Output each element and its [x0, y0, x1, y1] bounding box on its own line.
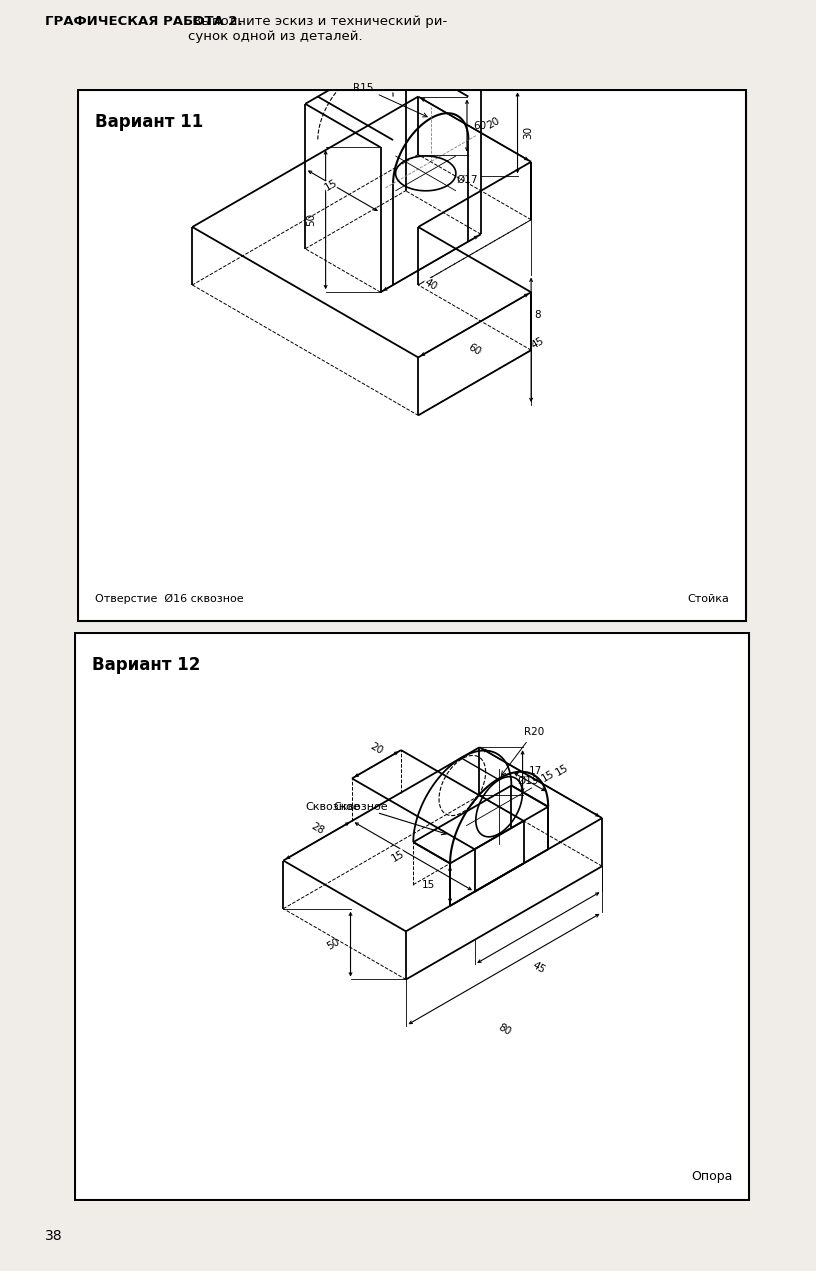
Text: 60: 60 — [473, 121, 486, 131]
Text: Сквозное: Сквозное — [306, 802, 361, 812]
FancyBboxPatch shape — [78, 90, 746, 622]
Text: 50: 50 — [325, 937, 341, 952]
Text: 8: 8 — [534, 310, 541, 320]
Text: Стойка: Стойка — [687, 595, 730, 605]
Text: 15: 15 — [540, 768, 557, 783]
Text: 15: 15 — [421, 880, 435, 890]
Text: Ø17: Ø17 — [456, 174, 477, 184]
Text: 15: 15 — [554, 763, 570, 778]
Text: 17: 17 — [529, 766, 542, 777]
Text: 38: 38 — [45, 1229, 63, 1243]
Text: 15: 15 — [390, 849, 406, 864]
Text: 30: 30 — [524, 126, 534, 140]
Text: 45: 45 — [529, 336, 545, 351]
Text: Выполните эскиз и технический ри-
сунок одной из деталей.: Выполните эскиз и технический ри- сунок … — [188, 15, 447, 43]
Text: Сквозное: Сквозное — [333, 802, 446, 835]
Text: Ø19: Ø19 — [517, 777, 539, 785]
Text: 50: 50 — [307, 214, 317, 226]
Text: 20: 20 — [368, 741, 384, 756]
FancyBboxPatch shape — [75, 633, 749, 1200]
Text: Опора: Опора — [691, 1169, 732, 1182]
Text: 45: 45 — [530, 961, 547, 976]
Text: Вариант 11: Вариант 11 — [95, 113, 203, 131]
Text: Вариант 12: Вариант 12 — [92, 656, 201, 675]
Text: Отверстие  Ø16 сквозное: Отверстие Ø16 сквозное — [95, 595, 243, 605]
Text: R15: R15 — [353, 83, 428, 117]
Text: R20: R20 — [502, 727, 544, 775]
Text: 40: 40 — [423, 277, 439, 292]
Text: 80: 80 — [496, 1022, 512, 1037]
Text: 60: 60 — [467, 342, 483, 357]
Text: 28: 28 — [309, 821, 326, 836]
Text: ГРАФИЧЕСКАЯ РАБОТА 2.: ГРАФИЧЕСКАЯ РАБОТА 2. — [45, 15, 242, 28]
Text: 15: 15 — [322, 177, 339, 192]
Text: 20: 20 — [485, 116, 501, 131]
